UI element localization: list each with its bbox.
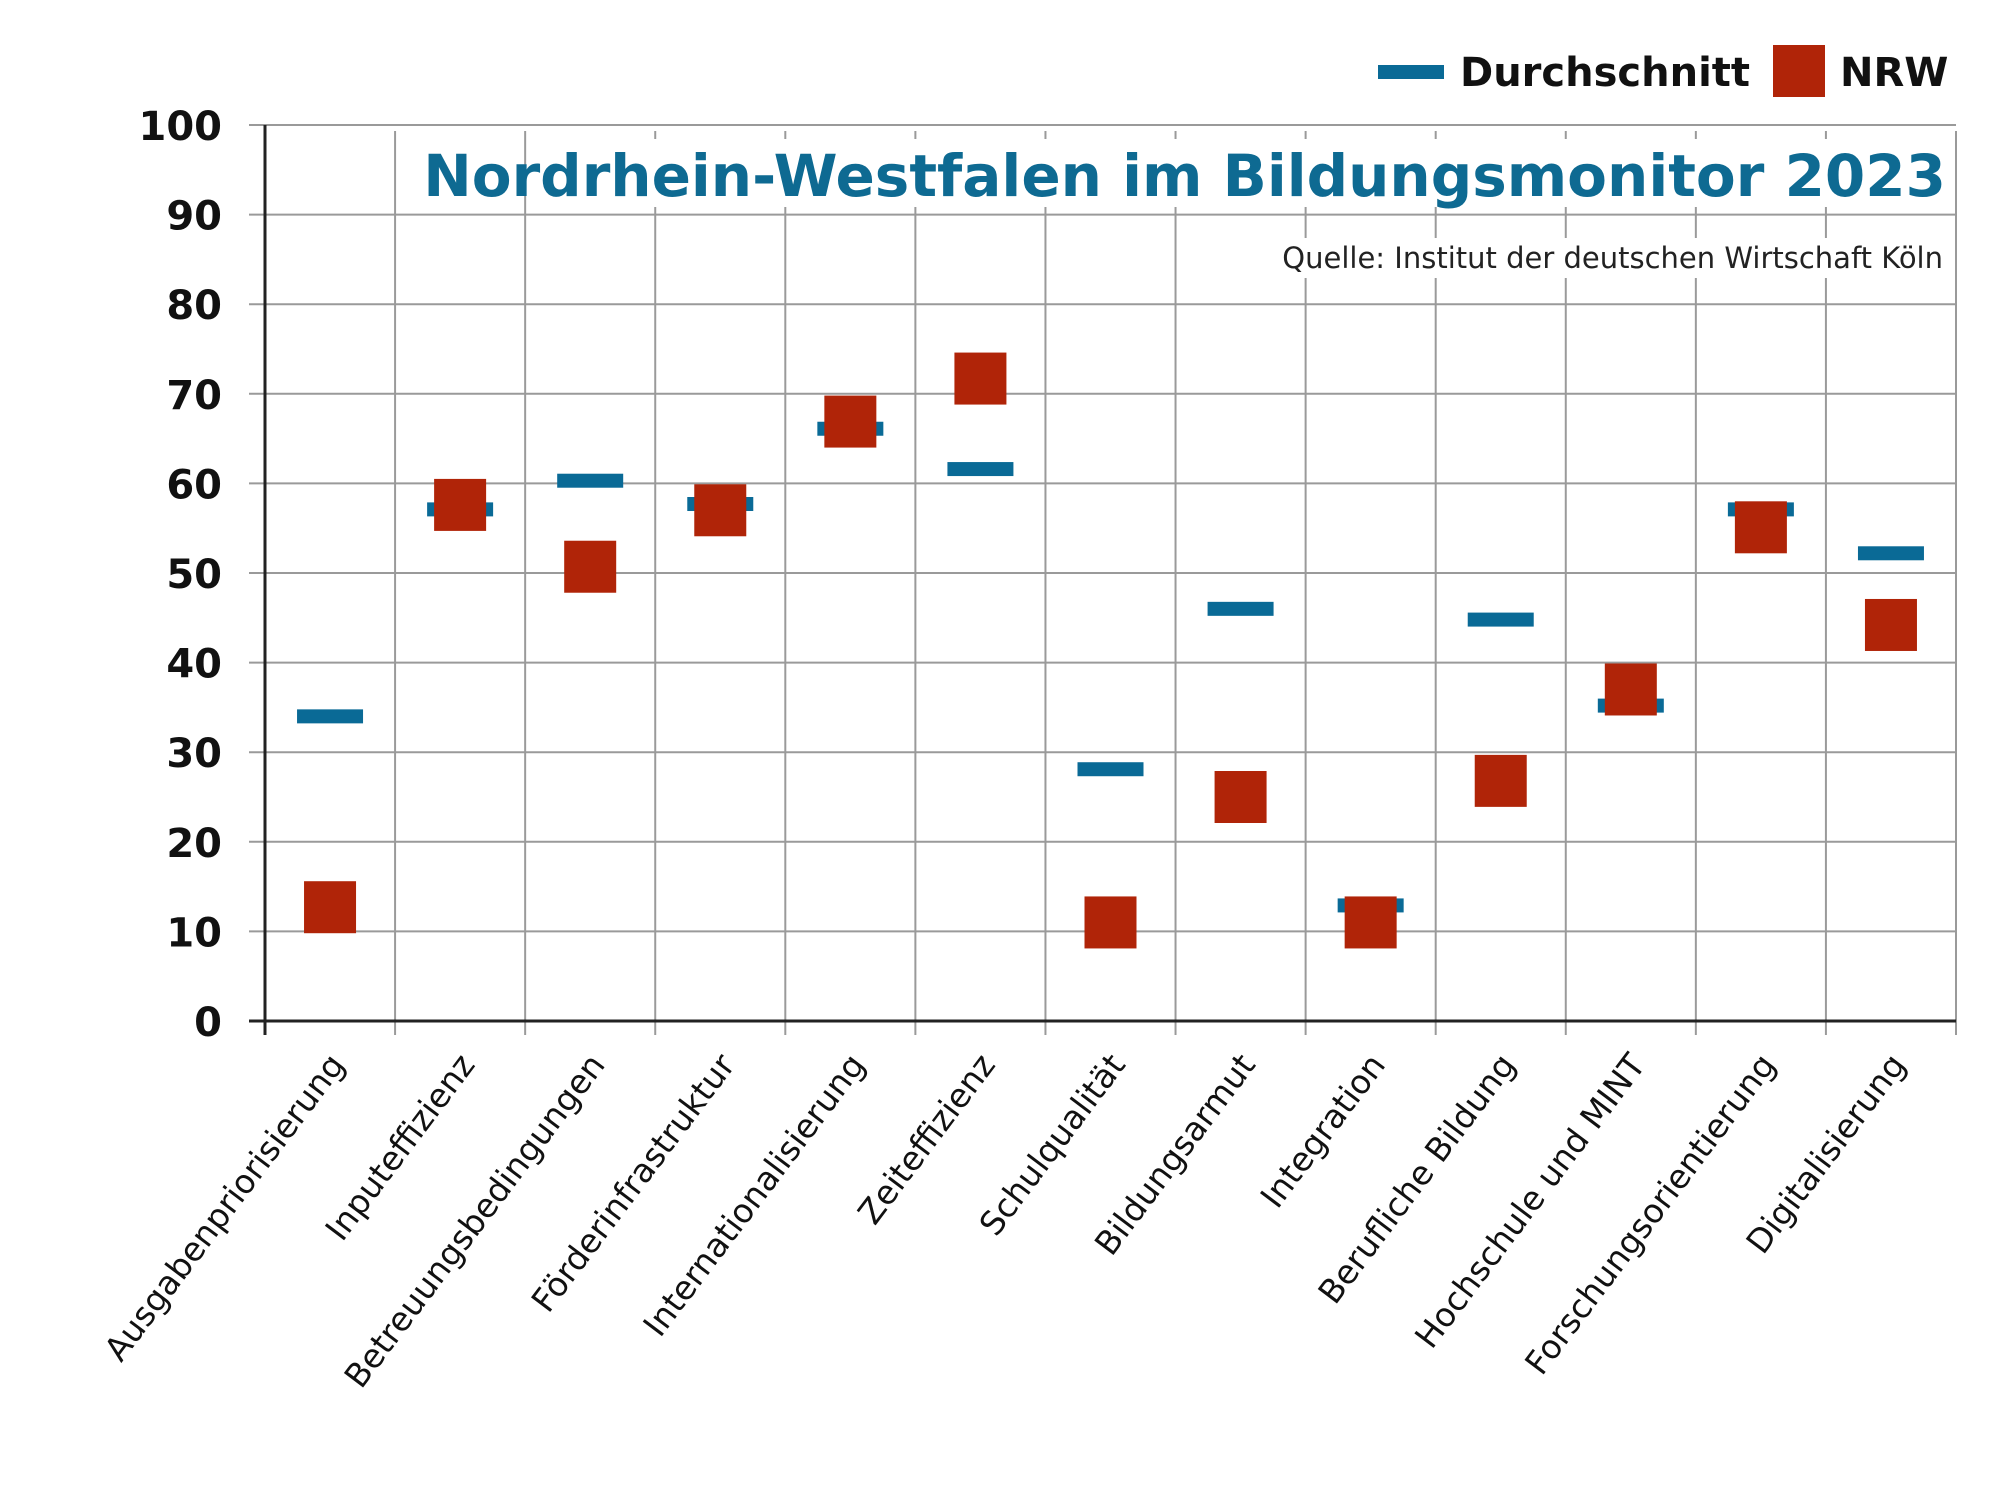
legend: Durchschnitt NRW	[1378, 45, 1948, 97]
title-background	[556, 139, 1950, 207]
y-tick-label: 0	[194, 1000, 222, 1046]
durchschnitt-marker	[297, 709, 364, 724]
nrw-marker	[954, 352, 1007, 405]
legend-item-nrw[interactable]: NRW	[1773, 45, 1948, 97]
axes	[249, 125, 1956, 1035]
x-tick-label: Hochschule und MINT	[1407, 1046, 1654, 1356]
nrw-marker	[1084, 896, 1137, 949]
legend-label-durchschnitt: Durchschnitt	[1460, 50, 1750, 96]
nrw-marker	[1604, 663, 1657, 716]
grid	[249, 124, 1957, 1035]
nrw-marker	[1344, 896, 1397, 949]
legend-dash-icon	[1378, 65, 1444, 79]
nrw-marker	[564, 540, 617, 593]
nrw-marker	[1214, 771, 1267, 823]
x-tick-label: Integration	[1252, 1046, 1393, 1215]
nrw-marker	[694, 484, 747, 537]
durchschnitt-marker	[557, 473, 624, 488]
nrw-marker	[304, 881, 357, 934]
source-background	[1290, 238, 1950, 278]
x-tick-labels: AusgabenpriorisierungInputeffizienzBetre…	[96, 1046, 1913, 1395]
nrw-marker	[1864, 598, 1917, 651]
durchschnitt-marker	[947, 462, 1014, 477]
durchschnitt-marker	[1857, 546, 1924, 561]
series	[297, 352, 1924, 949]
y-tick-labels: 0 10 20 30 40 50 60 70 80 90 100	[139, 104, 223, 1046]
y-tick-label: 50	[166, 552, 222, 598]
y-tick-label: 80	[166, 283, 222, 329]
x-tick-label: Zeiteffizienz	[850, 1046, 1003, 1231]
legend-label-nrw: NRW	[1840, 50, 1948, 96]
nrw-marker	[1734, 501, 1787, 554]
x-tick-label: Forschungsorientierung	[1517, 1046, 1783, 1381]
y-tick-label: 10	[166, 910, 222, 956]
nrw-marker	[824, 395, 877, 448]
y-tick-label: 60	[166, 462, 222, 508]
x-tick-label: Internationalisierung	[635, 1046, 872, 1343]
y-tick-label: 30	[166, 731, 222, 777]
durchschnitt-marker	[1467, 612, 1534, 627]
y-tick-label: 20	[166, 821, 222, 867]
source-text: Quelle: Institut der deutschen Wirtschaf…	[1282, 241, 1943, 275]
x-tick-label: Ausgabenpriorisierung	[96, 1046, 352, 1368]
y-tick-label: 70	[166, 373, 222, 419]
x-tick-label: Betreuungsbedingungen	[336, 1046, 612, 1395]
legend-item-durchschnitt[interactable]: Durchschnitt	[1378, 50, 1750, 96]
durchschnitt-marker	[1207, 601, 1274, 616]
source-block: Quelle: Institut der deutschen Wirtschaf…	[1282, 238, 1950, 278]
y-tick-label: 90	[166, 194, 222, 240]
durchschnitt-marker	[1077, 762, 1144, 777]
title-block: Nordrhein-Westfalen im Bildungsmonitor 2…	[423, 139, 1950, 210]
chart-title: Nordrhein-Westfalen im Bildungsmonitor 2…	[423, 142, 1946, 210]
nrw-marker	[434, 478, 487, 531]
legend-square-icon	[1773, 45, 1825, 97]
nrw-marker	[1474, 754, 1527, 807]
y-tick-label: 40	[166, 642, 222, 688]
y-tick-label: 100	[139, 104, 223, 150]
